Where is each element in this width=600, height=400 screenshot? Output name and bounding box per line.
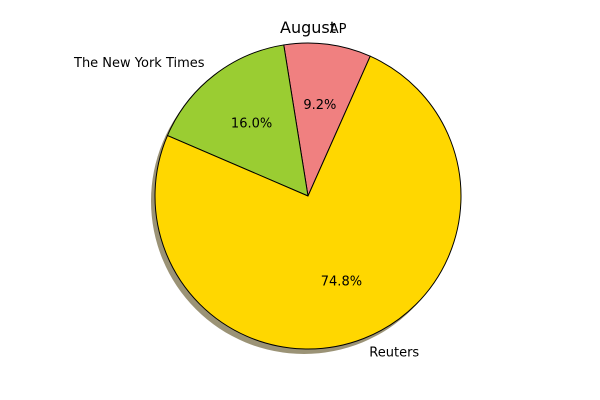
pie-slice-reuters <box>154 55 462 350</box>
chart-title: August <box>280 18 336 37</box>
percent-label: 9.2% <box>303 98 336 113</box>
pie-labels: AP 9.2% The New York Times 16.0% Reuters 74.8… <box>73 22 419 361</box>
pie-slice-the-new-york-times <box>166 44 309 197</box>
percent-label: 74.8% <box>321 274 362 289</box>
category-label: AP <box>330 22 347 37</box>
percent-label: 16.0% <box>231 117 272 132</box>
category-label: The New York Times <box>73 56 205 71</box>
category-label: Reuters <box>369 346 419 361</box>
pie-slices <box>154 42 462 350</box>
pie-slice-ap <box>283 42 371 198</box>
